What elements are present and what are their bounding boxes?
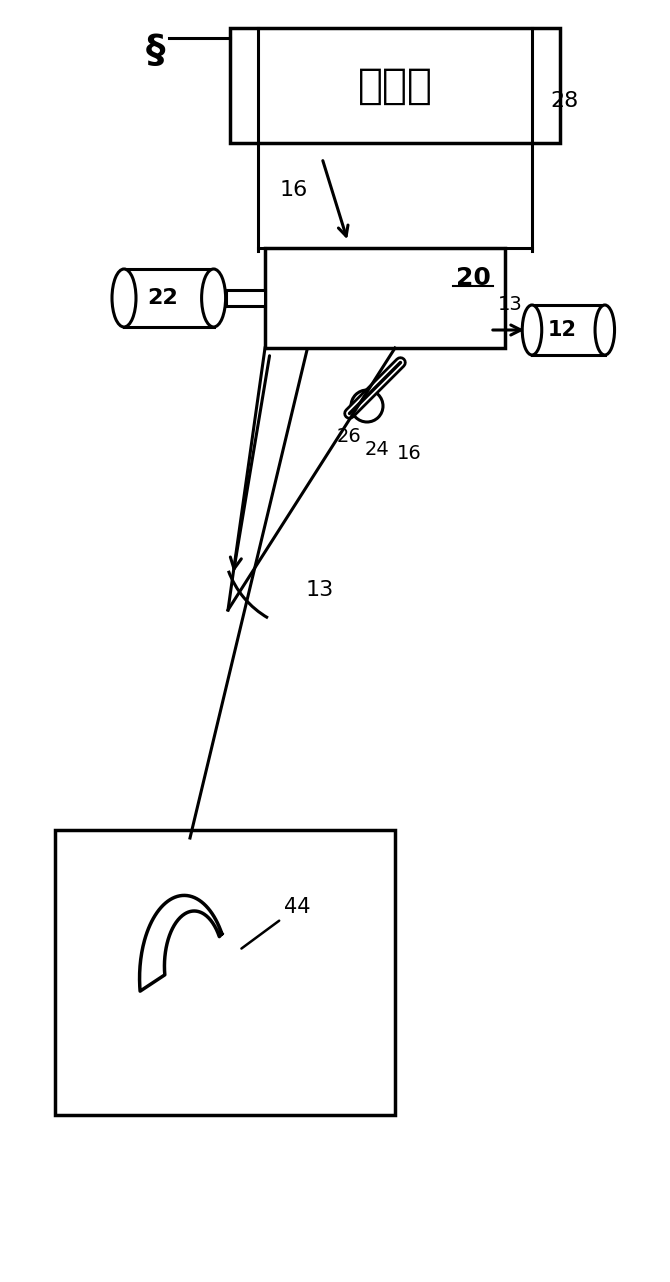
Text: §: § <box>145 33 165 71</box>
Text: 12: 12 <box>547 320 576 340</box>
Bar <box>124 269 214 327</box>
Text: 22: 22 <box>147 288 178 308</box>
Text: 20: 20 <box>456 265 490 290</box>
Bar <box>532 305 605 355</box>
Bar <box>226 290 265 306</box>
Text: 24: 24 <box>364 440 389 459</box>
Text: 16: 16 <box>397 444 421 463</box>
Text: 13: 13 <box>498 295 523 314</box>
Ellipse shape <box>595 305 614 355</box>
Circle shape <box>351 390 383 422</box>
Bar <box>265 247 505 347</box>
Polygon shape <box>139 895 222 991</box>
Bar <box>55 829 395 1115</box>
Text: 13: 13 <box>306 579 334 600</box>
Text: 28: 28 <box>550 91 578 110</box>
Text: 26: 26 <box>336 427 361 446</box>
Text: 控制器: 控制器 <box>358 64 433 106</box>
Text: 16: 16 <box>280 179 308 200</box>
Text: 44: 44 <box>241 897 311 949</box>
Ellipse shape <box>522 305 542 355</box>
Ellipse shape <box>112 269 136 327</box>
Bar <box>230 28 560 144</box>
Ellipse shape <box>202 269 226 327</box>
